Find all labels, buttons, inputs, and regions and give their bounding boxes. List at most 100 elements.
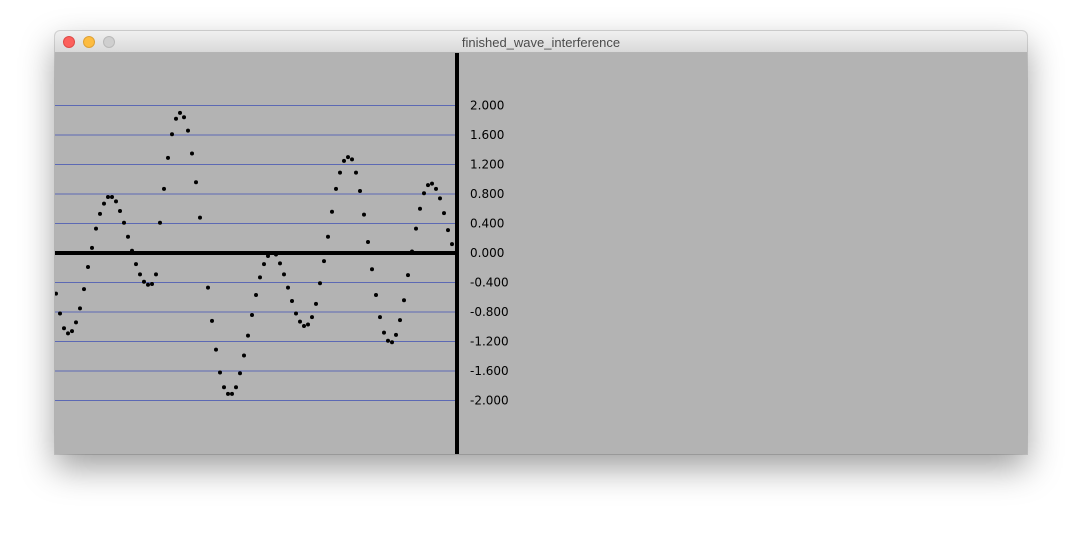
wave-point xyxy=(262,262,266,267)
wave-point xyxy=(322,259,326,264)
wave-point xyxy=(86,265,90,270)
wave-point xyxy=(90,245,94,250)
wave-point xyxy=(394,332,398,337)
wave-point xyxy=(374,293,378,298)
wave-point xyxy=(182,115,186,120)
wave-plot: 2.000 1.600 1.200 0.800 0.400 0.000 -0.400 -0.8… xyxy=(55,53,509,454)
wave-point xyxy=(198,215,202,220)
wave-point xyxy=(174,116,178,121)
wave-point xyxy=(230,391,234,396)
wave-point xyxy=(122,220,126,225)
wave-point xyxy=(258,275,262,280)
wave-point xyxy=(234,385,238,390)
wave-point xyxy=(126,234,130,239)
wave-point xyxy=(118,208,122,213)
wave-point xyxy=(386,338,390,343)
wave-point xyxy=(194,180,198,185)
wave-point xyxy=(106,194,110,199)
wave-point xyxy=(150,281,154,286)
wave-point xyxy=(70,329,74,334)
wave-point xyxy=(294,311,298,316)
wave-point xyxy=(222,385,226,390)
wave-point xyxy=(362,212,366,217)
wave-point xyxy=(390,340,394,345)
wave-point xyxy=(142,279,146,284)
wave-point xyxy=(246,333,250,338)
wave-point xyxy=(430,181,434,186)
wave-point xyxy=(286,285,290,290)
wave-point xyxy=(114,199,118,204)
wave-point xyxy=(410,249,414,254)
wave-point xyxy=(418,206,422,211)
wave-point xyxy=(94,226,98,231)
wave-point xyxy=(66,331,70,336)
wave-point xyxy=(310,315,314,320)
zoom-button[interactable] xyxy=(103,36,115,48)
wave-point xyxy=(190,151,194,156)
wave-point xyxy=(334,186,338,191)
wave-point xyxy=(354,170,358,175)
grid-lines xyxy=(55,105,455,401)
wave-point xyxy=(210,318,214,323)
wave-points xyxy=(55,110,454,396)
y-tick-label: 0.800 xyxy=(470,187,504,201)
wave-point xyxy=(242,353,246,358)
wave-point xyxy=(206,285,210,290)
y-tick-label: -2.000 xyxy=(470,394,509,408)
wave-point xyxy=(214,347,218,352)
wave-point xyxy=(202,251,206,255)
title-bar[interactable]: finished_wave_interference xyxy=(55,31,1027,53)
wave-point xyxy=(98,211,102,216)
wave-point xyxy=(442,211,446,216)
wave-point xyxy=(138,272,142,277)
y-tick-label: -0.400 xyxy=(470,276,509,290)
wave-point xyxy=(426,183,430,188)
wave-point xyxy=(402,298,406,303)
wave-point xyxy=(178,110,182,115)
minimize-button[interactable] xyxy=(83,36,95,48)
wave-point xyxy=(298,319,302,324)
sketch-canvas[interactable]: 2.000 1.600 1.200 0.800 0.400 0.000 -0.400 -0.8… xyxy=(55,53,1027,454)
wave-point xyxy=(378,315,382,320)
wave-point xyxy=(358,189,362,194)
wave-point xyxy=(74,320,78,325)
wave-point xyxy=(370,267,374,272)
y-tick-label: 1.600 xyxy=(470,128,504,142)
wave-point xyxy=(414,226,418,231)
wave-point xyxy=(422,191,426,196)
wave-point xyxy=(158,220,162,225)
wave-point xyxy=(78,306,82,311)
wave-point xyxy=(346,155,350,160)
wave-point xyxy=(55,291,58,296)
wave-point xyxy=(438,196,442,201)
wave-point xyxy=(382,330,386,335)
wave-point xyxy=(154,272,158,277)
wave-point xyxy=(186,128,190,133)
wave-point xyxy=(110,194,114,199)
wave-point xyxy=(366,239,370,244)
wave-point xyxy=(226,391,230,396)
wave-point xyxy=(282,272,286,277)
close-button[interactable] xyxy=(63,36,75,48)
wave-point xyxy=(278,261,282,266)
y-tick-label: 0.400 xyxy=(470,217,504,231)
y-tick-label: 2.000 xyxy=(470,99,504,113)
wave-point xyxy=(130,248,134,253)
wave-point xyxy=(318,281,322,286)
wave-point xyxy=(146,282,150,287)
tick-labels: 2.000 1.600 1.200 0.800 0.400 0.000 -0.400 -0.8… xyxy=(470,99,509,408)
wave-point xyxy=(102,201,106,206)
wave-point xyxy=(62,326,66,331)
wave-point xyxy=(238,371,242,376)
wave-point xyxy=(350,157,354,162)
wave-point xyxy=(406,273,410,278)
app-window: finished_wave_interference 2.000 1.600 1.2… xyxy=(55,31,1027,454)
wave-point xyxy=(58,311,62,316)
wave-point xyxy=(218,370,222,375)
wave-point xyxy=(338,170,342,175)
wave-point xyxy=(134,262,138,267)
wave-point xyxy=(446,228,450,233)
axes xyxy=(55,53,459,454)
wave-point xyxy=(162,186,166,191)
y-tick-label: 0.000 xyxy=(470,246,504,260)
